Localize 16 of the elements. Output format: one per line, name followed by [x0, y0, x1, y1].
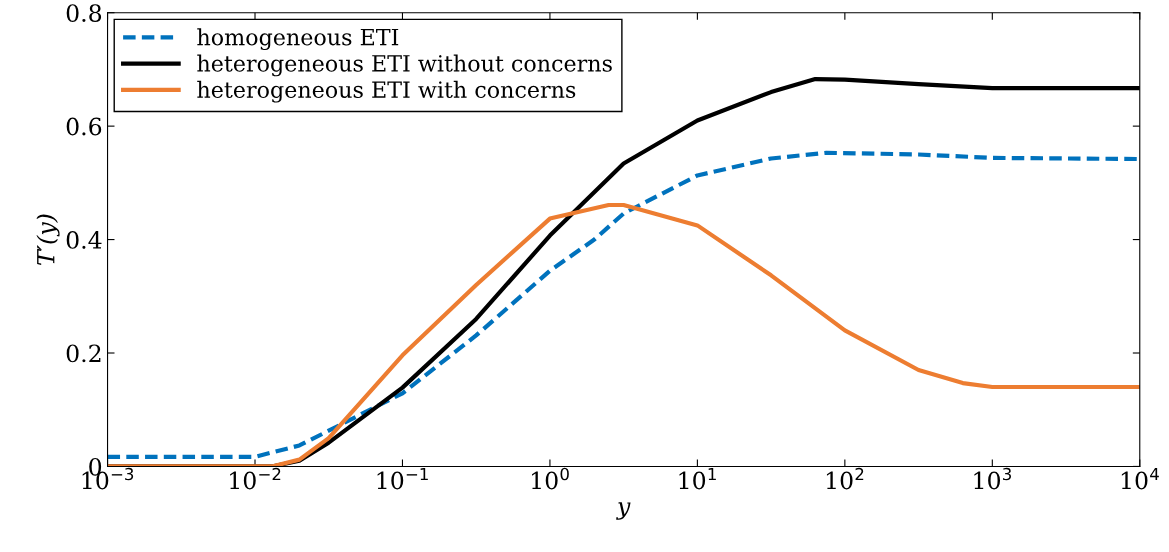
legend-label: homogeneous ETI	[197, 28, 399, 51]
x-tick-label: 10$^{3}$	[974, 467, 1011, 490]
x-tick-label: 10$^{1}$	[679, 467, 716, 490]
x-tick-label: 10$^{4}$	[1121, 467, 1159, 490]
legend-label: heterogeneous ETI with concerns	[197, 80, 576, 103]
x-tick-label: 10$^{−1}$	[377, 467, 428, 490]
x-tick-label: 10$^{0}$	[532, 467, 569, 490]
x-axis-title: y	[616, 502, 631, 520]
x-tick-label: 10$^{2}$	[826, 467, 864, 490]
y-tick-label: 0.4	[66, 231, 102, 249]
x-tick-label: 10$^{−2}$	[230, 467, 281, 490]
legend-label: heterogeneous ETI without concerns	[197, 54, 612, 77]
y-axis-title: T′(y)	[36, 214, 60, 265]
y-tick-label: 0.2	[66, 344, 101, 363]
y-tick-label: 0.8	[66, 4, 102, 22]
y-tick-label: 0.6	[66, 117, 102, 136]
